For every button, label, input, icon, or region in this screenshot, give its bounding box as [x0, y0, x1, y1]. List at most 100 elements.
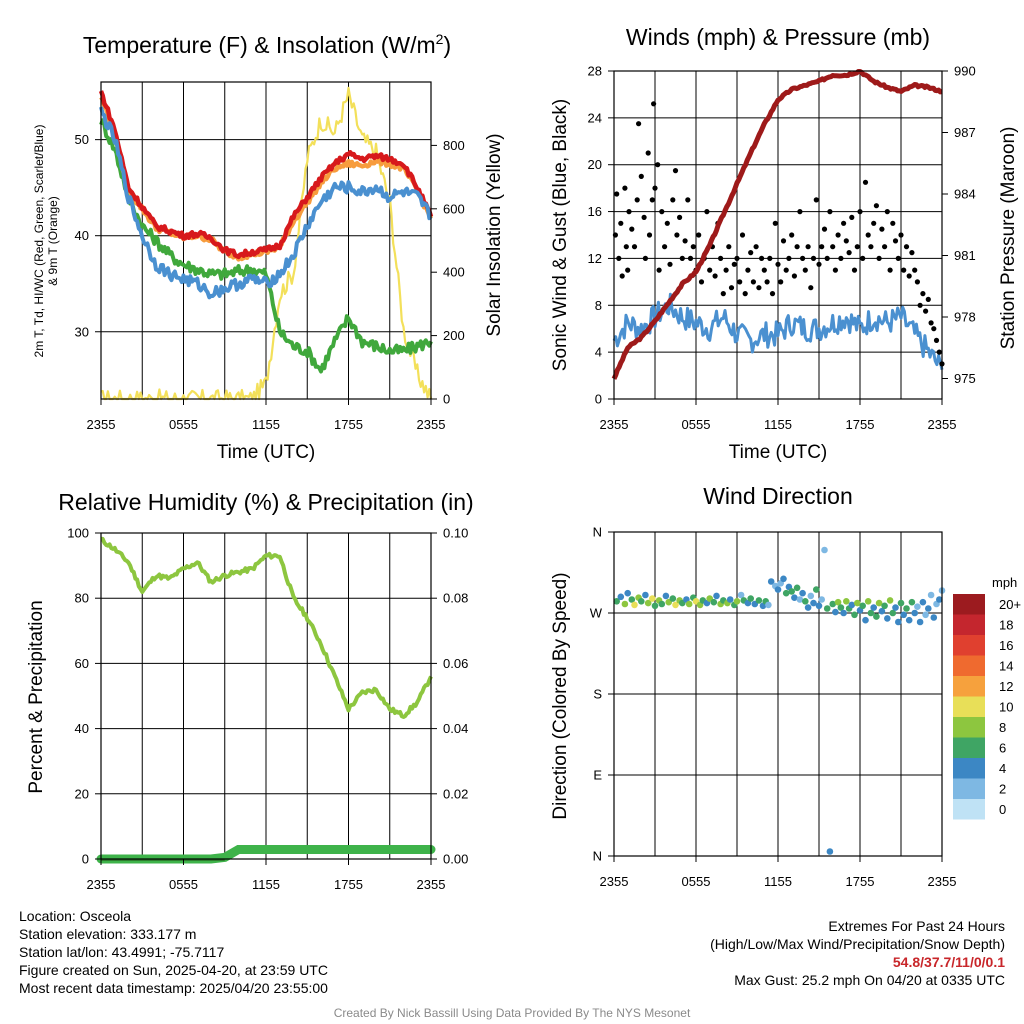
- direction-point: [930, 614, 938, 621]
- gust-point: [756, 285, 762, 291]
- gust-point: [838, 255, 844, 261]
- y2-tick-label: 800: [443, 138, 465, 153]
- legend-swatch: [953, 614, 985, 635]
- direction-point: [867, 609, 875, 617]
- direction-ylabel: Direction (Colored By Speed): [550, 572, 571, 819]
- direction-point: [788, 588, 795, 595]
- direction-point: [911, 609, 918, 617]
- gust-point: [614, 191, 620, 197]
- gust-point: [843, 238, 849, 244]
- gust-point: [786, 255, 792, 261]
- credit-text: Created By Nick Bassill Using Data Provi…: [333, 1006, 691, 1020]
- series-line-rh: [100, 536, 433, 719]
- y2-tick-label: 987: [954, 125, 976, 140]
- y-tick-label: 80: [75, 591, 89, 606]
- gust-point: [742, 291, 748, 297]
- humidity-ticks: 2355 0555 1155 1755 2355 0 20 40 60 80 100 0.00 0.02…: [67, 526, 468, 893]
- speed-legend: mph 20+ 18 16 14 12 10 8 6 4 2 0: [953, 575, 1021, 820]
- direction-point: [649, 595, 656, 602]
- direction-point: [780, 575, 787, 583]
- direction-point: [628, 596, 636, 603]
- gust-point: [655, 162, 661, 168]
- direction-point: [662, 592, 670, 600]
- gust-point: [631, 244, 638, 250]
- y-tick-label: N: [593, 849, 602, 864]
- gust-point: [925, 296, 931, 302]
- extremes-title: Extremes For Past 24 Hours: [828, 918, 1005, 934]
- direction-point: [859, 602, 866, 610]
- gust-point: [712, 273, 718, 279]
- direction-point: [642, 591, 649, 599]
- gust-point: [748, 250, 754, 256]
- gust-point: [912, 267, 918, 273]
- direction-point: [914, 603, 921, 610]
- latlon-text: Station lat/lon: 43.4991; -75.7117: [19, 944, 225, 960]
- direction-point: [793, 584, 801, 592]
- gust-point: [634, 197, 640, 203]
- gust-point: [813, 197, 819, 203]
- gust-point: [690, 244, 696, 250]
- gust-point: [882, 244, 888, 250]
- direction-point: [878, 607, 886, 615]
- direction-point: [889, 609, 897, 617]
- direction-point: [840, 609, 847, 617]
- gust-point: [903, 244, 910, 250]
- gust-point: [659, 209, 665, 215]
- gust-point: [890, 220, 896, 226]
- y-tick-label: 4: [595, 345, 602, 360]
- direction-point: [873, 613, 880, 620]
- x-tick-label: 0555: [169, 417, 198, 432]
- gust-point: [674, 232, 680, 238]
- temperature-xlabel: Time (UTC): [217, 442, 316, 463]
- gust-point: [791, 273, 798, 279]
- direction-point: [829, 600, 836, 608]
- gust-point: [933, 337, 940, 343]
- direction-ticks: 2355 0555 1155 1755 2355 N E S W N: [590, 525, 957, 890]
- humidity-panel: Relative Humidity (%) & Precipitation (i…: [26, 489, 474, 892]
- winds-ylabel-right: Station Pressure (Maroon): [998, 127, 1019, 350]
- gust-point: [646, 232, 653, 238]
- gust-point: [677, 214, 683, 220]
- gust-point: [698, 279, 705, 285]
- direction-point: [733, 598, 741, 605]
- y2-tick-label: 0.06: [443, 656, 468, 671]
- gust-point: [819, 244, 825, 250]
- series-line-pressure: [611, 69, 943, 380]
- direction-point: [832, 608, 839, 616]
- y-tick-label: 12: [588, 251, 602, 266]
- legend-label: 0: [999, 802, 1006, 817]
- direction-point: [613, 598, 620, 605]
- x-tick-label: 2355: [928, 417, 957, 432]
- series-line-t2m: [98, 90, 434, 260]
- direction-point: [927, 591, 935, 599]
- y-tick-label: 30: [75, 324, 89, 339]
- direction-point: [644, 599, 652, 607]
- direction-point: [713, 592, 720, 600]
- x-tick-label: 2355: [600, 417, 629, 432]
- y2-tick-label: 981: [954, 248, 976, 263]
- gust-point: [767, 255, 773, 261]
- gust-point: [728, 285, 735, 291]
- y-tick-label: 20: [75, 786, 89, 801]
- direction-point: [796, 596, 804, 603]
- x-tick-label: 2355: [600, 874, 629, 889]
- direction-point: [621, 600, 629, 608]
- y2-tick-label: 0.00: [443, 852, 468, 867]
- x-tick-label: 2355: [87, 877, 116, 892]
- x-tick-label: 1155: [252, 877, 280, 892]
- x-tick-label: 1155: [252, 417, 280, 432]
- gust-point: [718, 255, 724, 261]
- direction-point: [818, 596, 825, 603]
- y2-tick-label: 0.04: [443, 721, 468, 736]
- direction-point: [658, 600, 666, 608]
- gust-point: [664, 220, 670, 226]
- x-tick-label: 2355: [87, 417, 116, 432]
- gust-point: [652, 185, 658, 191]
- gust-point: [865, 232, 871, 238]
- legend-label: 8: [999, 720, 1006, 735]
- y-tick-label: 20: [588, 157, 602, 172]
- gust-point: [734, 255, 740, 261]
- direction-point: [905, 616, 913, 624]
- humidity-title: Relative Humidity (%) & Precipitation (i…: [58, 489, 473, 515]
- legend-title: mph: [992, 575, 1017, 590]
